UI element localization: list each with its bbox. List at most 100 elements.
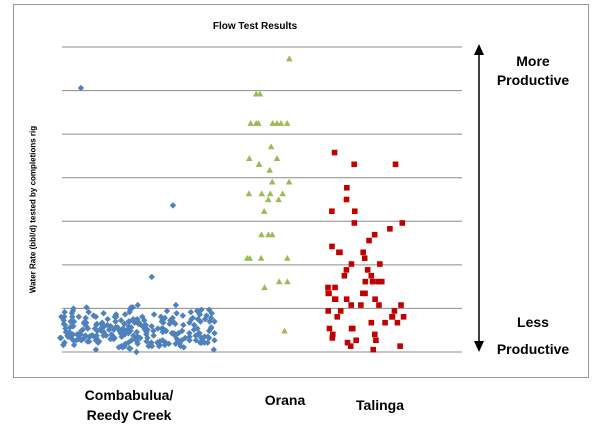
data-point xyxy=(344,339,351,346)
data-point xyxy=(118,333,125,340)
data-point xyxy=(127,324,135,331)
data-point xyxy=(112,311,120,318)
data-point xyxy=(172,340,179,347)
data-point xyxy=(154,325,162,332)
data-point xyxy=(261,284,268,291)
data-point xyxy=(98,327,105,335)
data-point xyxy=(391,308,398,314)
data-point xyxy=(186,333,193,340)
data-point xyxy=(210,346,217,353)
data-point xyxy=(143,338,150,345)
data-point xyxy=(211,318,218,325)
category-label-talinga: Talinga xyxy=(356,397,404,413)
data-point xyxy=(110,326,118,333)
data-point xyxy=(115,344,123,351)
data-point xyxy=(61,308,68,316)
data-point xyxy=(348,261,355,267)
data-point xyxy=(159,337,166,344)
data-point xyxy=(399,220,406,226)
arrow-head-down-icon xyxy=(474,341,484,352)
data-point xyxy=(155,342,163,350)
data-point xyxy=(121,330,128,337)
data-point xyxy=(159,328,166,336)
data-point xyxy=(343,267,350,273)
data-point xyxy=(329,208,335,215)
data-point xyxy=(267,143,275,150)
data-point xyxy=(61,321,69,329)
data-point xyxy=(207,325,215,332)
data-point xyxy=(76,335,84,343)
data-point xyxy=(170,330,177,337)
data-point xyxy=(360,249,366,256)
data-point xyxy=(116,327,123,335)
data-point xyxy=(341,272,348,279)
data-point xyxy=(337,308,344,314)
data-point xyxy=(366,237,372,244)
data-point xyxy=(325,308,332,314)
data-point xyxy=(121,342,128,350)
data-point xyxy=(358,302,364,308)
data-point xyxy=(179,312,187,319)
data-point xyxy=(353,337,359,344)
data-point xyxy=(351,220,358,226)
data-point xyxy=(186,319,193,326)
data-point xyxy=(92,337,100,344)
data-point xyxy=(326,290,332,297)
data-point xyxy=(83,304,90,311)
data-point xyxy=(192,337,200,344)
data-point xyxy=(60,317,67,324)
data-point xyxy=(351,161,357,168)
data-point xyxy=(191,321,198,329)
data-point xyxy=(128,337,135,344)
chart-title: Flow Test Results xyxy=(212,21,298,32)
data-point xyxy=(246,254,254,261)
data-point xyxy=(258,231,265,238)
productivity-arrow xyxy=(474,44,484,352)
data-point xyxy=(266,190,274,197)
data-point xyxy=(119,325,127,332)
data-point xyxy=(112,318,119,325)
data-point xyxy=(260,207,268,214)
data-point xyxy=(140,322,147,330)
data-point xyxy=(348,302,354,308)
data-point xyxy=(171,319,178,326)
data-point xyxy=(150,332,157,339)
y-axis-label: Water Rate (bbl/d) tested by completions… xyxy=(28,125,38,294)
data-point xyxy=(397,343,403,349)
data-point xyxy=(378,278,385,285)
data-point xyxy=(134,340,141,347)
data-point xyxy=(157,313,165,321)
data-point xyxy=(92,346,100,353)
data-point xyxy=(61,339,68,346)
data-point xyxy=(329,243,335,250)
data-point xyxy=(268,178,276,185)
data-point xyxy=(349,325,356,332)
data-point xyxy=(275,196,282,203)
data-point xyxy=(344,184,350,191)
data-point xyxy=(343,196,350,203)
data-point xyxy=(73,331,81,338)
data-point xyxy=(336,249,342,256)
data-point xyxy=(89,332,97,339)
data-point xyxy=(325,284,331,291)
data-point xyxy=(377,261,383,267)
data-point xyxy=(284,278,291,285)
data-point xyxy=(360,290,366,297)
data-point xyxy=(326,325,333,332)
data-point xyxy=(77,84,85,92)
data-point xyxy=(163,307,171,315)
data-point xyxy=(273,119,281,126)
data-point xyxy=(283,119,291,126)
chart-frame xyxy=(13,4,589,378)
data-point xyxy=(368,319,375,326)
data-point xyxy=(75,313,82,321)
data-point xyxy=(78,327,85,335)
data-point xyxy=(331,296,338,303)
category-label-orana: Orana xyxy=(264,392,306,408)
gridlines xyxy=(62,46,462,353)
annotation-productive-top: Productive xyxy=(496,72,570,88)
data-point xyxy=(211,330,218,337)
data-point xyxy=(364,267,371,273)
data-point xyxy=(372,296,378,303)
